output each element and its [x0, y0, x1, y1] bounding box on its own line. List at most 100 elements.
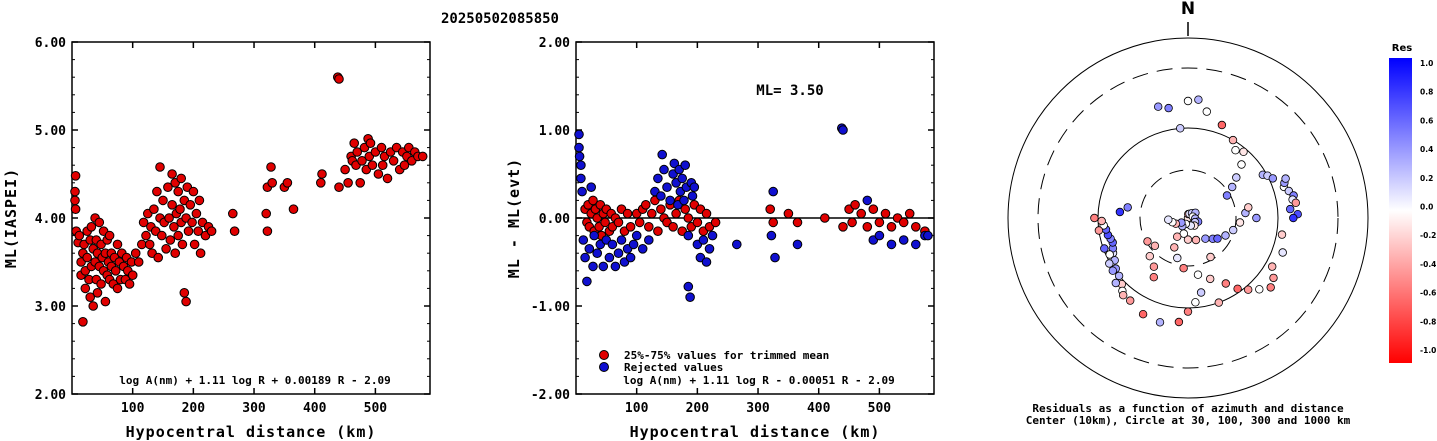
colorbar-tick-label: 1.0	[1420, 59, 1433, 68]
data-point	[687, 191, 698, 201]
data-point	[862, 222, 873, 232]
data-point	[88, 301, 98, 311]
data-point	[574, 129, 584, 140]
legend-marker-rejected	[599, 362, 609, 372]
legend-label-rejected: Rejected values	[624, 361, 723, 374]
colorbar-ticks: 1.0 0.8 0.6 0.4 0.2 0.0 -0.2 -0.4 -0.6 -0.8 -1.0	[1420, 59, 1436, 355]
data-point	[94, 217, 105, 228]
data-point	[589, 230, 600, 241]
data-point	[377, 160, 388, 170]
polar-point	[1149, 273, 1158, 282]
polar-point	[1217, 120, 1227, 130]
data-point	[167, 169, 177, 179]
data-point	[770, 252, 780, 263]
data-point	[179, 288, 190, 298]
data-point	[701, 208, 712, 219]
polar-point	[1201, 234, 1210, 243]
data-point	[874, 230, 885, 241]
polar-point	[1235, 218, 1245, 227]
polar-point	[1205, 274, 1215, 284]
data-point	[189, 239, 200, 250]
data-point	[683, 230, 694, 241]
data-point	[144, 239, 155, 250]
x-tick-label: 200	[686, 401, 710, 416]
polar-point	[1174, 317, 1184, 327]
data-point	[149, 204, 159, 214]
data-point	[191, 208, 202, 219]
data-point	[181, 296, 191, 307]
ring-1000km	[1007, 37, 1369, 399]
data-point	[373, 169, 384, 179]
data-point	[357, 156, 367, 166]
data-point	[586, 182, 597, 192]
data-point	[668, 222, 678, 232]
polar-point	[1231, 145, 1240, 155]
data-point	[911, 222, 921, 232]
data-point	[157, 230, 167, 241]
data-point	[904, 208, 915, 219]
data-point	[288, 204, 299, 214]
data-point	[631, 230, 642, 241]
data-point	[267, 178, 278, 188]
data-point	[847, 217, 857, 228]
data-point	[792, 217, 803, 228]
data-point	[70, 186, 80, 197]
polar-point	[1105, 259, 1114, 268]
data-point	[580, 252, 590, 263]
data-point	[112, 239, 123, 250]
data-point	[622, 208, 633, 219]
data-point	[261, 208, 272, 219]
data-point	[316, 178, 326, 188]
data-point	[130, 248, 141, 258]
data-point	[74, 230, 85, 241]
polar-point	[1291, 198, 1300, 207]
data-point	[158, 195, 168, 206]
data-point	[417, 151, 428, 162]
polar-point	[1115, 207, 1125, 217]
polar-point	[1191, 298, 1200, 307]
data-point	[898, 217, 909, 228]
data-point	[677, 173, 688, 184]
data-point	[266, 162, 276, 172]
y-tick-label: 3.00	[35, 300, 66, 315]
data-point	[340, 164, 350, 175]
data-point	[112, 283, 123, 294]
data-point	[862, 195, 873, 206]
polar-point	[1202, 107, 1211, 116]
polar-point	[1191, 235, 1201, 245]
data-point	[628, 239, 639, 250]
polar-point	[1193, 270, 1203, 279]
polar-point	[1269, 273, 1278, 283]
polar-point	[1143, 237, 1152, 246]
data-point	[880, 208, 891, 219]
data-point	[188, 186, 199, 197]
data-point	[923, 230, 933, 241]
data-point	[732, 239, 742, 250]
data-point	[701, 257, 712, 267]
polar-point	[1149, 262, 1159, 271]
polar-point	[1111, 278, 1120, 288]
data-point	[141, 230, 151, 241]
data-point	[613, 248, 624, 258]
x-tick-label: 500	[868, 401, 892, 416]
polar-point	[1138, 310, 1148, 319]
data-point	[659, 164, 669, 175]
polar-point	[1278, 248, 1287, 257]
formula-label: log A(nm) + 1.11 log R + 0.00189 R - 2.0…	[119, 374, 391, 387]
data-point	[367, 160, 378, 170]
polar-point	[1233, 284, 1242, 293]
data-point	[685, 292, 695, 303]
panel-ml-iaspei: 100 200 300 400 500 2.00 3.00 4.00 5.00 6.00 log …	[2, 36, 431, 441]
x-axis-label: Hypocentral distance (km)	[126, 423, 377, 441]
data-point	[868, 204, 879, 214]
data-point	[173, 186, 183, 197]
data-point	[657, 149, 668, 160]
data-point	[656, 204, 666, 214]
data-point	[647, 208, 657, 219]
data-point	[680, 160, 691, 170]
data-point	[229, 226, 240, 236]
y-tick-label: 5.00	[35, 124, 66, 139]
data-point	[610, 261, 621, 272]
data-point	[86, 222, 97, 232]
